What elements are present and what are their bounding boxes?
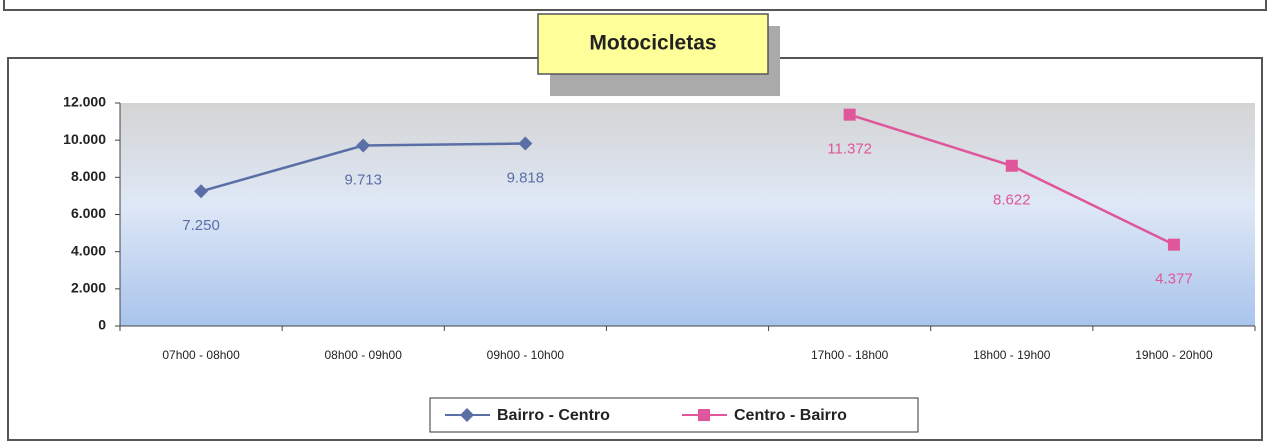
y-tick-label: 4.000 [71, 242, 106, 258]
value-label: 11.372 [827, 141, 872, 158]
y-tick-label: 8.000 [71, 168, 106, 184]
x-tick-label: 08h00 - 09h00 [325, 348, 403, 362]
value-label: 7.250 [182, 217, 220, 234]
plot-area [120, 103, 1255, 326]
point [194, 184, 209, 199]
point [1005, 159, 1018, 172]
value-label: 4.377 [1155, 271, 1193, 288]
y-tick-label: 2.000 [71, 280, 106, 296]
x-tick-label: 17h00 - 18h00 [811, 348, 889, 362]
legend-marker [698, 409, 710, 421]
value-label: 9.713 [344, 171, 382, 188]
y-tick-label: 6.000 [71, 205, 106, 221]
y-tick-label: 0 [98, 317, 106, 333]
point [843, 108, 856, 121]
legend-label: Bairro - Centro [497, 407, 610, 424]
x-tick-label: 07h00 - 08h00 [162, 348, 240, 362]
x-tick-label: 09h00 - 10h00 [487, 348, 565, 362]
legend-box [429, 397, 919, 433]
legend-marker [460, 408, 474, 422]
chart-title: Motocicletas [589, 32, 716, 55]
title-box [537, 13, 769, 75]
x-tick-label: 18h00 - 19h00 [973, 348, 1051, 362]
point [518, 136, 533, 151]
y-tick-label: 12.000 [63, 94, 106, 110]
top-frame [3, 0, 1267, 11]
point [356, 138, 371, 153]
legend-label: Centro - Bairro [734, 407, 847, 424]
value-label: 8.622 [993, 192, 1031, 209]
x-tick-label: 19h00 - 20h00 [1135, 348, 1213, 362]
value-label: 9.818 [507, 170, 545, 187]
y-tick-label: 10.000 [63, 131, 106, 147]
point [1167, 238, 1180, 251]
